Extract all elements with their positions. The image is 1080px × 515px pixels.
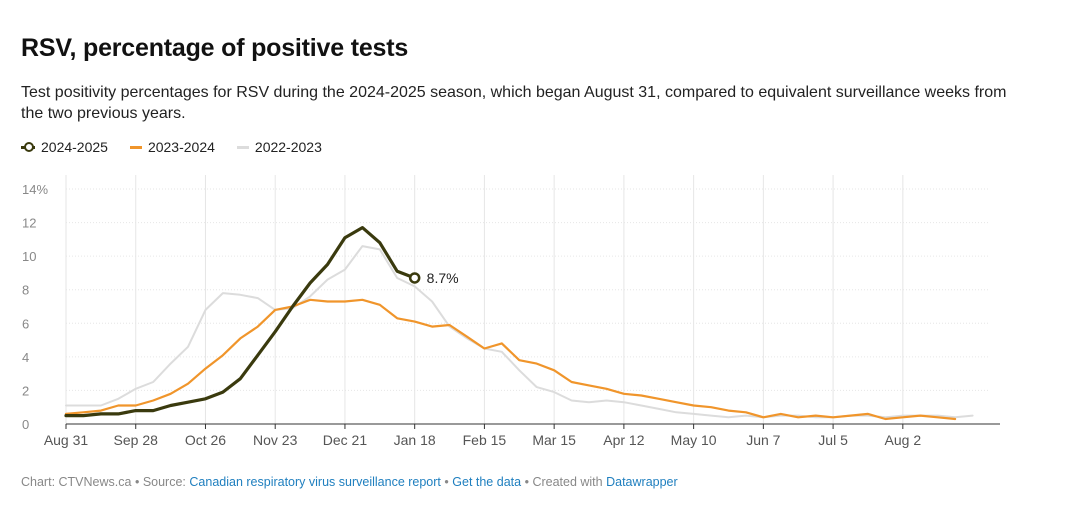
footer: Chart: CTVNews.ca • Source: Canadian res… bbox=[21, 475, 678, 489]
x-tick-label: Aug 31 bbox=[44, 432, 89, 448]
y-tick-label: 10 bbox=[22, 249, 36, 264]
legend-label-2024-2025: 2024-2025 bbox=[41, 139, 108, 155]
y-axis: 0 2 4 6 8 10 12 14% bbox=[22, 182, 48, 432]
y-tick-label: 0 bbox=[22, 417, 29, 432]
legend-item-2024-2025[interactable]: 2024-2025 bbox=[21, 139, 108, 155]
x-tick-label: Apr 12 bbox=[603, 432, 644, 448]
x-tick-label: Jul 5 bbox=[818, 432, 848, 448]
annotation: 8.7% bbox=[408, 270, 459, 286]
series-line-2022-2023 bbox=[65, 245, 974, 419]
datawrapper-link[interactable]: Datawrapper bbox=[606, 475, 678, 489]
x-tick-label: Jun 7 bbox=[746, 432, 780, 448]
endpoint-label: 8.7% bbox=[427, 270, 459, 286]
x-tick-label: Oct 26 bbox=[185, 432, 226, 448]
legend-label-2023-2024: 2023-2024 bbox=[147, 139, 215, 155]
chart-title: RSV, percentage of positive tests bbox=[21, 34, 409, 62]
y-tick-label: 14% bbox=[22, 182, 48, 197]
y-tick-label: 4 bbox=[22, 350, 29, 365]
y-tick-label: 2 bbox=[22, 383, 29, 398]
footer-separator: • bbox=[134, 475, 140, 489]
legend-swatch-2022-2023 bbox=[236, 145, 249, 149]
endpoint-marker bbox=[408, 272, 421, 284]
y-tick-label: 8 bbox=[22, 283, 29, 298]
line-chart: 0 2 4 6 8 10 12 14% Aug 31 Sep 28 Oct 26 Nov 23 Dec… bbox=[22, 175, 1000, 448]
y-tick-label: 6 bbox=[22, 316, 29, 331]
chart-credit: Chart: CTVNews.ca bbox=[21, 475, 132, 489]
x-tick-label: Jan 18 bbox=[394, 432, 436, 448]
series-line-2023-2024 bbox=[64, 298, 957, 421]
legend-label-2022-2023: 2022-2023 bbox=[254, 139, 322, 155]
chart-subtitle: Test positivity percentages for RSV duri… bbox=[21, 84, 1007, 122]
x-tick-label: Feb 15 bbox=[463, 432, 507, 448]
footer-separator: • bbox=[524, 475, 529, 489]
grid bbox=[65, 175, 990, 424]
get-data-link[interactable]: Get the data bbox=[452, 475, 522, 489]
y-tick-label: 12 bbox=[22, 216, 36, 231]
x-tick-label: Aug 2 bbox=[885, 432, 922, 448]
x-tick-label: Nov 23 bbox=[253, 432, 298, 448]
x-axis: Aug 31 Sep 28 Oct 26 Nov 23 Dec 21 Jan 18 Feb … bbox=[44, 423, 1000, 448]
source-link[interactable]: Canadian respiratory virus surveillance … bbox=[189, 475, 441, 489]
footer-separator: • bbox=[444, 475, 449, 489]
series-line-2024-2025 bbox=[64, 226, 417, 418]
x-tick-label: May 10 bbox=[671, 432, 717, 448]
x-tick-label: Sep 28 bbox=[114, 432, 159, 448]
source-label: Source: bbox=[142, 475, 186, 489]
legend-item-2023-2024[interactable]: 2023-2024 bbox=[129, 139, 215, 155]
legend-swatch-2023-2024 bbox=[129, 145, 142, 149]
series-lines bbox=[64, 226, 974, 421]
legend-item-2022-2023[interactable]: 2022-2023 bbox=[236, 139, 322, 155]
x-tick-label: Dec 21 bbox=[323, 432, 368, 448]
legend-swatch-2024-2025 bbox=[21, 141, 35, 153]
legend: 2024-2025 2023-2024 2022-2023 bbox=[21, 139, 344, 155]
created-with-label: Created with bbox=[532, 475, 603, 489]
x-tick-label: Mar 15 bbox=[532, 432, 576, 448]
